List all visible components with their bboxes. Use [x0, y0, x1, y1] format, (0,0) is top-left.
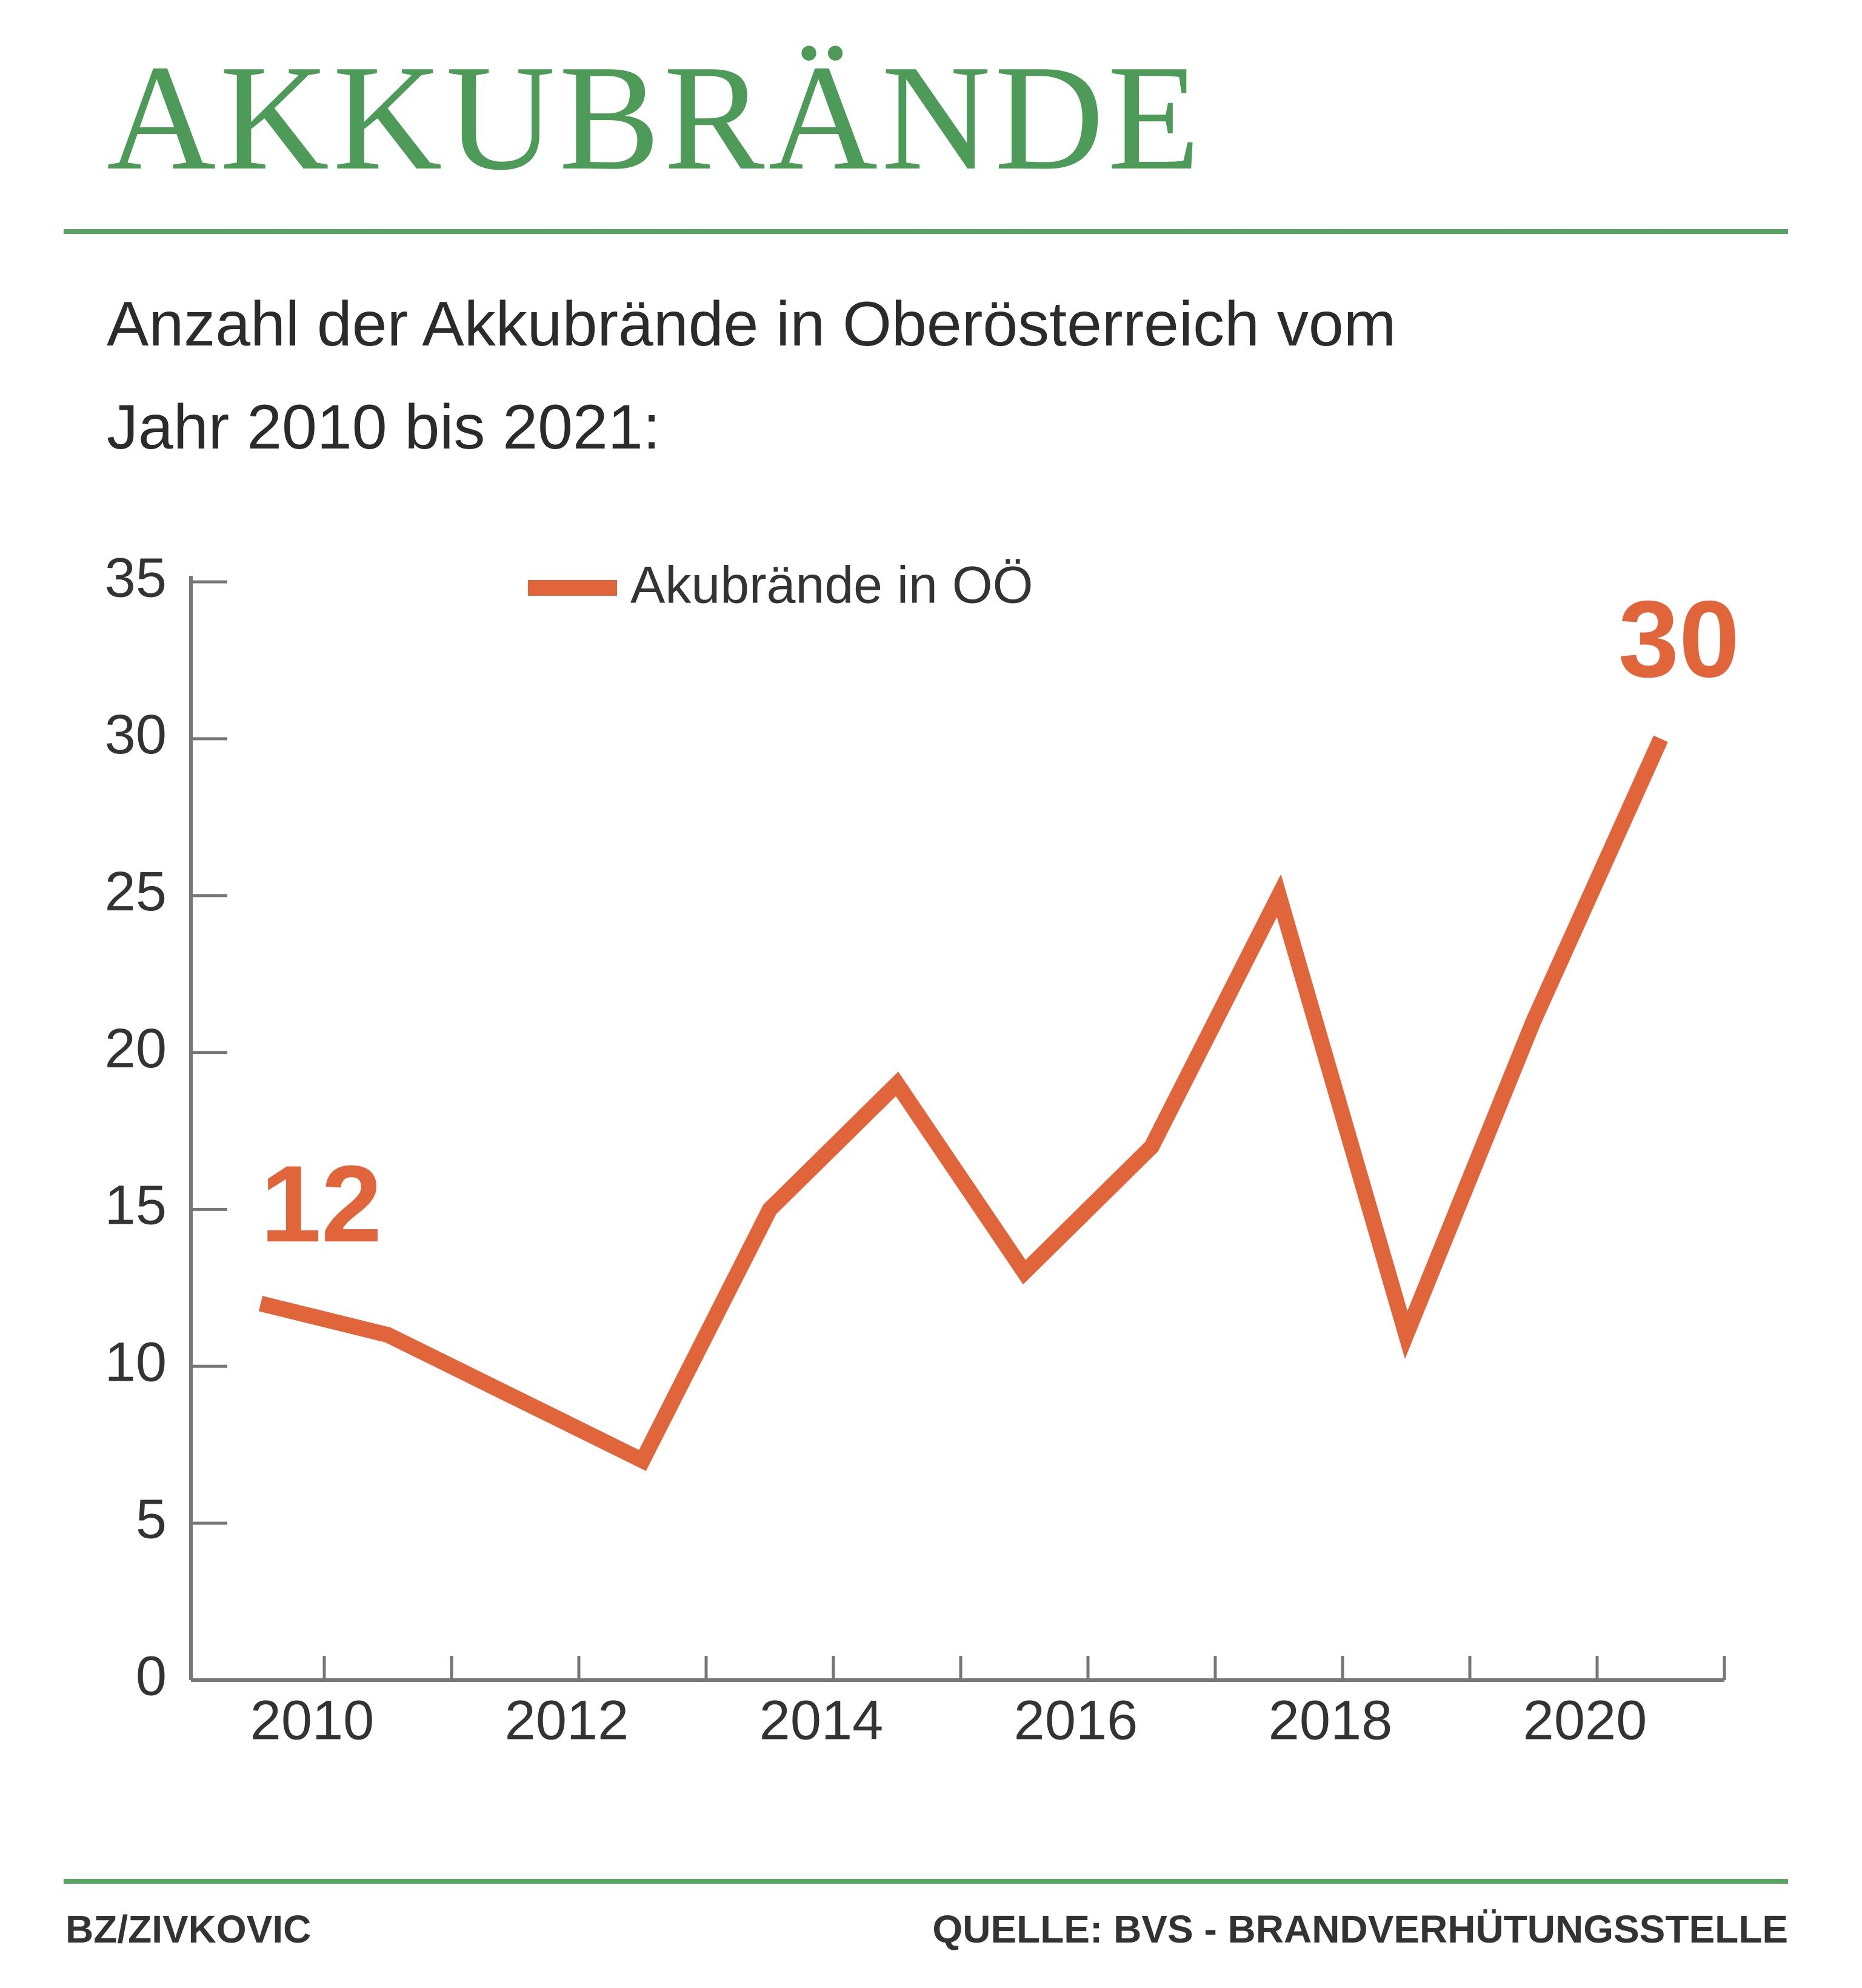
- y-tick-label: 15: [105, 1175, 167, 1236]
- y-tick-label: 10: [105, 1332, 167, 1393]
- data-label: 30: [1618, 578, 1740, 700]
- y-tick-label: 25: [105, 861, 167, 922]
- credit: BZ/ZIVKOVIC: [65, 1907, 311, 1951]
- data-label: 12: [261, 1143, 382, 1265]
- x-tick-label: 2014: [759, 1689, 884, 1751]
- chart-title: AKKUBRÄNDE: [107, 34, 1204, 202]
- x-tick-label: 2016: [1014, 1689, 1138, 1751]
- legend-label: Akubrände in OÖ: [630, 556, 1033, 615]
- y-tick-label: 5: [136, 1488, 167, 1550]
- chart-subtitle: Anzahl der Akkubrände in Oberösterreich …: [107, 289, 1396, 462]
- x-tick-label: 2010: [250, 1689, 375, 1751]
- x-tick-label: 2020: [1523, 1689, 1647, 1751]
- source: QUELLE: BVS - BRANDVERHÜTUNGSSTELLE: [932, 1907, 1788, 1951]
- x-tick-label: 2012: [505, 1689, 629, 1751]
- y-tick-label: 30: [105, 704, 167, 766]
- y-tick-label: 20: [105, 1018, 167, 1079]
- y-tick-label: 0: [136, 1645, 167, 1707]
- y-tick-label: 35: [105, 547, 167, 609]
- x-tick-label: 2018: [1269, 1689, 1393, 1751]
- data-line: [258, 735, 1668, 1471]
